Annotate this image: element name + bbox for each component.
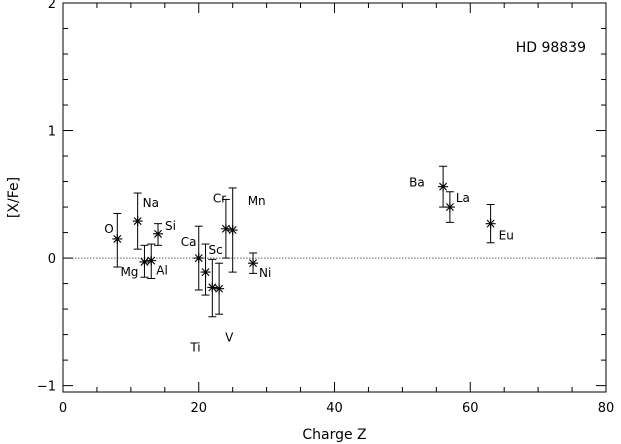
data-point-eu: Eu bbox=[485, 204, 514, 244]
element-label: La bbox=[456, 191, 470, 205]
asterisk-marker bbox=[153, 228, 164, 239]
element-label: O bbox=[104, 222, 113, 236]
asterisk-marker bbox=[200, 267, 211, 278]
x-tick-label: 80 bbox=[598, 401, 615, 416]
y-tick-label: 1 bbox=[48, 125, 56, 140]
element-label: Si bbox=[165, 219, 176, 233]
element-label: Na bbox=[143, 196, 159, 210]
asterisk-marker bbox=[146, 255, 157, 266]
element-label: Eu bbox=[499, 229, 514, 243]
x-tick-label: 60 bbox=[462, 401, 479, 416]
x-axis-title: Charge Z bbox=[302, 427, 366, 443]
element-label: Sc bbox=[209, 243, 223, 257]
data-point-cr: Cr bbox=[213, 192, 231, 259]
data-point-mn: Mn bbox=[227, 187, 266, 273]
asterisk-marker bbox=[207, 282, 218, 293]
asterisk-marker bbox=[193, 253, 204, 264]
asterisk-marker bbox=[139, 256, 150, 267]
asterisk-marker bbox=[444, 202, 455, 213]
element-label: V bbox=[225, 331, 234, 345]
data-point-si: Si bbox=[153, 219, 176, 246]
asterisk-marker bbox=[485, 218, 496, 229]
asterisk-marker bbox=[227, 225, 238, 236]
data-point-mg: Mg bbox=[120, 244, 150, 279]
asterisk-marker bbox=[438, 181, 449, 192]
data-point-ni: Ni bbox=[248, 252, 271, 280]
x-tick-label: 0 bbox=[59, 401, 67, 416]
asterisk-marker bbox=[214, 283, 225, 294]
data-point-ti: Ti bbox=[189, 258, 218, 354]
element-label: Ba bbox=[409, 176, 425, 190]
x-tick-label: 20 bbox=[190, 401, 207, 416]
data-point-ca: Ca bbox=[181, 225, 204, 291]
plot-frame bbox=[62, 2, 607, 393]
element-label: Cr bbox=[213, 192, 226, 206]
data-point-ba: Ba bbox=[409, 165, 449, 208]
star-name-annotation: HD 98839 bbox=[516, 40, 586, 56]
element-label: Ti bbox=[189, 340, 200, 354]
x-tick-label: 40 bbox=[326, 401, 343, 416]
data-point-sc: Sc bbox=[200, 243, 223, 296]
data-point-al: Al bbox=[146, 243, 168, 279]
element-label: Ni bbox=[259, 266, 271, 280]
y-axis-title: [X/Fe] bbox=[6, 177, 22, 218]
asterisk-marker bbox=[132, 216, 143, 227]
data-point-v: V bbox=[214, 262, 234, 345]
asterisk-marker bbox=[220, 223, 231, 234]
y-tick-label: 2 bbox=[48, 0, 56, 12]
asterisk-marker bbox=[112, 233, 123, 244]
element-label: Al bbox=[156, 264, 168, 278]
element-label: Mn bbox=[248, 194, 266, 208]
asterisk-marker bbox=[248, 258, 259, 269]
data-point-la: La bbox=[444, 191, 470, 223]
element-label: Ca bbox=[181, 235, 197, 249]
data-point-na: Na bbox=[132, 192, 159, 250]
data-point-o: O bbox=[104, 212, 123, 268]
y-tick-label: 0 bbox=[48, 252, 56, 267]
y-tick-label: −1 bbox=[37, 380, 56, 395]
element-label: Mg bbox=[120, 265, 138, 279]
